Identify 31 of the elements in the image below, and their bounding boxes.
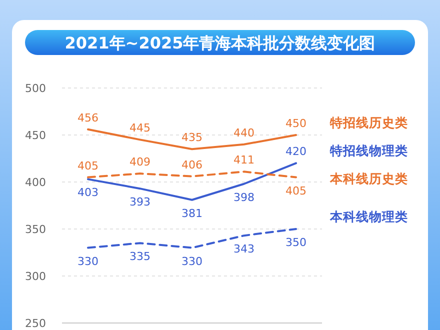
data-label: 409 — [130, 156, 150, 169]
data-label: 381 — [182, 206, 202, 220]
data-label: 450 — [286, 117, 306, 130]
data-label: 403 — [78, 186, 98, 200]
data-label: 330 — [182, 254, 202, 268]
data-label: 411 — [234, 154, 254, 167]
chart-title: 2021年~2025年青海本科批分数线变化图 — [64, 34, 376, 52]
data-label: 456 — [78, 111, 98, 124]
data-label: 405 — [78, 159, 98, 172]
y-tick-label: 400 — [25, 176, 46, 189]
y-tick-label: 500 — [25, 82, 46, 95]
text: 特招线物理类 — [329, 143, 408, 158]
data-label: 440 — [234, 126, 254, 140]
text: 本科线物理类 — [329, 209, 408, 224]
data-label: 398 — [234, 190, 254, 204]
text: 特招线历史类 — [329, 115, 408, 130]
y-tick-label: 300 — [25, 270, 46, 283]
y-tick-label: 350 — [25, 223, 46, 236]
data-label: 335 — [130, 250, 150, 264]
data-label: 393 — [130, 196, 150, 209]
y-tick-label: 250 — [25, 317, 46, 330]
y-tick-label: 450 — [25, 129, 46, 142]
data-label: 343 — [234, 242, 254, 256]
data-label: 405 — [286, 184, 306, 198]
data-label: 350 — [286, 236, 306, 249]
data-label: 330 — [78, 254, 98, 268]
data-label: 420 — [286, 145, 306, 158]
data-label: 445 — [130, 122, 150, 135]
data-label: 435 — [182, 131, 202, 144]
data-label: 406 — [182, 158, 202, 172]
text: 本科线历史类 — [329, 171, 408, 186]
